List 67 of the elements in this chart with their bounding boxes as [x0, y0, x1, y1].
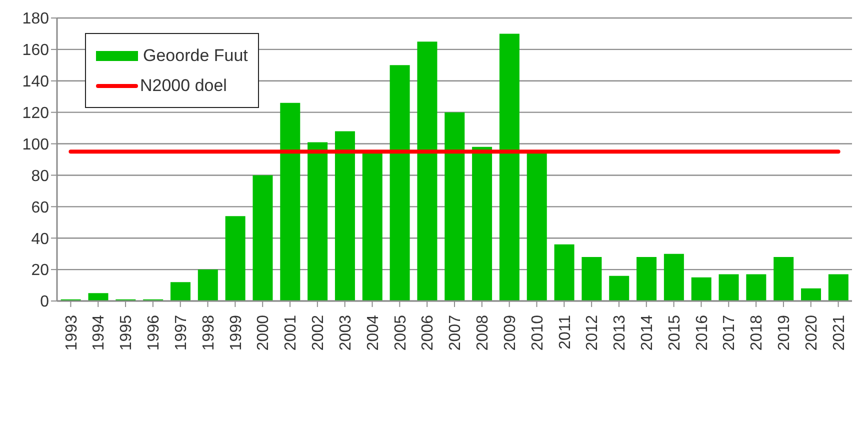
x-tick-label: 2009 [502, 314, 519, 351]
x-tick-label: 2019 [776, 314, 794, 351]
x-tick-label: 2005 [392, 314, 410, 351]
bar [252, 175, 273, 301]
x-tick-label: 2014 [638, 314, 656, 351]
y-tick-label: 180 [22, 10, 50, 28]
bar [774, 256, 794, 301]
legend-label: Geoorde Fuut [143, 46, 248, 66]
bar [225, 216, 246, 301]
bar [718, 274, 739, 301]
legend-label: N2000 doel [140, 76, 227, 96]
bar [636, 256, 657, 301]
y-tick-label: 160 [22, 42, 50, 60]
x-tick-label: 2006 [420, 314, 437, 351]
bar [308, 142, 328, 301]
x-tick-label: 2012 [584, 314, 602, 351]
x-tick-label: 2002 [310, 314, 328, 351]
bar [609, 276, 630, 301]
bar [801, 288, 822, 301]
bar [499, 34, 520, 301]
y-tick-label: 0 [40, 294, 50, 311]
x-tick-label: 2018 [748, 314, 766, 351]
bar [691, 277, 712, 301]
bar [334, 131, 355, 301]
x-tick-label: 2021 [830, 314, 848, 351]
y-tick-label: 80 [31, 168, 50, 185]
y-tick-label: 60 [31, 199, 50, 216]
bar [362, 152, 382, 301]
x-tick-label: 1998 [200, 314, 218, 351]
bar [170, 282, 190, 301]
x-tick-label: 1997 [172, 314, 190, 351]
x-tick-label: 1995 [118, 314, 136, 351]
y-tick-label: 100 [22, 136, 50, 154]
bar [828, 274, 848, 301]
x-tick-label: 2000 [255, 314, 272, 351]
bar [444, 112, 465, 301]
bar [198, 270, 218, 301]
x-tick-label: 1999 [228, 314, 245, 351]
x-tick-label: 2015 [666, 314, 684, 351]
x-tick-label: 1994 [90, 314, 108, 351]
x-tick-label: 2008 [474, 314, 492, 351]
x-tick-label: 1996 [146, 314, 163, 351]
bar [472, 146, 492, 301]
x-tick-label: 2010 [529, 314, 546, 351]
y-tick-label: 40 [31, 230, 50, 248]
bar [390, 65, 410, 301]
bar [582, 256, 602, 301]
bar [88, 293, 108, 301]
x-tick-label: 2017 [721, 314, 738, 351]
x-tick-label: 2020 [803, 314, 820, 351]
bar [554, 244, 574, 301]
x-tick-label: 2016 [694, 314, 711, 351]
x-tick-label: 2004 [364, 314, 382, 351]
y-tick-label: 20 [31, 262, 50, 280]
y-tick-label: 140 [22, 74, 50, 91]
x-tick-label: 2003 [337, 314, 354, 351]
x-tick-label: 1993 [63, 314, 80, 351]
bar [664, 254, 684, 301]
bar [746, 274, 766, 301]
bar [526, 153, 547, 301]
x-tick-label: 2007 [447, 314, 464, 351]
bar [417, 42, 438, 301]
x-tick-label: 2011 [556, 314, 574, 350]
bar [280, 102, 300, 301]
x-tick-label: 2001 [282, 314, 300, 351]
x-tick-label: 2013 [612, 314, 629, 351]
y-tick-label: 120 [22, 105, 50, 122]
